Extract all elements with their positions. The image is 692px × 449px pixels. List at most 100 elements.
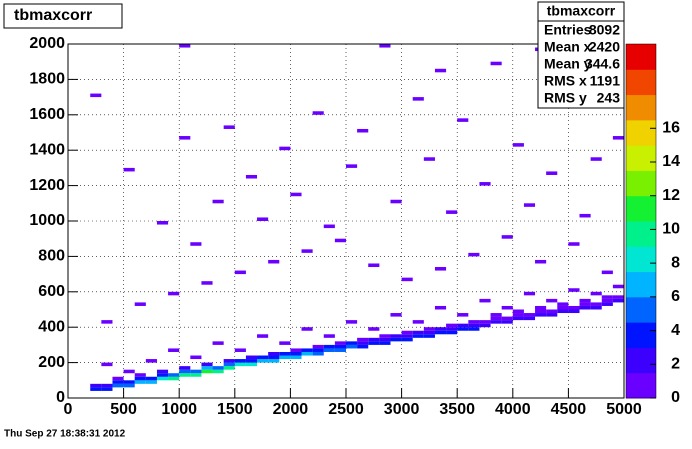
cell [223, 366, 235, 370]
cell [101, 362, 113, 367]
cell [268, 351, 280, 356]
cell [601, 298, 613, 303]
cell [212, 199, 224, 204]
cell [501, 320, 513, 324]
cell [301, 348, 313, 352]
palette-band [626, 94, 656, 121]
cell [468, 327, 480, 331]
cell [190, 369, 202, 374]
x-tick-label: 1000 [161, 401, 197, 418]
cell [401, 334, 413, 338]
cell [412, 334, 424, 338]
z-tick-label: 6 [671, 288, 680, 305]
cell [523, 203, 536, 207]
x-tick-label: 3500 [439, 401, 475, 418]
z-tick-label: 2 [671, 356, 680, 373]
x-tick-label: 3000 [384, 401, 420, 418]
stats-value: 8092 [589, 22, 620, 38]
cell [523, 316, 536, 321]
y-tick-label: 200 [38, 354, 65, 371]
cell [512, 143, 524, 147]
x-tick-label: 1500 [217, 401, 253, 418]
timestamp: Thu Sep 27 18:38:31 2012 [4, 429, 126, 440]
cell [179, 366, 191, 370]
y-tick-label: 1600 [29, 106, 65, 123]
cell [190, 373, 202, 377]
stats-label: RMS y [544, 90, 587, 106]
cell [434, 305, 447, 310]
stats-label: Entries [544, 22, 592, 38]
cell [612, 295, 624, 299]
x-tick-label: 500 [110, 401, 137, 418]
cell [334, 341, 346, 345]
cell [368, 341, 380, 345]
cell [134, 376, 146, 381]
cell [568, 288, 580, 292]
cell [423, 157, 435, 161]
title-box [3, 3, 123, 29]
cell [334, 348, 346, 352]
cell [457, 323, 469, 328]
cell [201, 362, 213, 367]
cell [423, 334, 435, 338]
cell [346, 164, 358, 168]
cell [334, 344, 346, 349]
cell [257, 359, 269, 363]
cell [156, 376, 169, 381]
cell [434, 68, 447, 73]
frame [67, 43, 625, 399]
y-tick-label: 400 [38, 318, 65, 335]
cell [101, 387, 113, 391]
cell [179, 136, 191, 140]
cell [612, 298, 624, 303]
y-tick-label: 1000 [29, 212, 65, 229]
cell [234, 359, 246, 363]
cell [168, 291, 180, 296]
cell [357, 341, 369, 345]
cell [179, 44, 191, 48]
palette-band [626, 246, 656, 273]
cell [145, 359, 157, 363]
z-tick-label: 10 [662, 221, 680, 238]
stats-value: 2420 [589, 39, 620, 55]
cell [412, 330, 424, 335]
cell [168, 373, 180, 377]
cell [579, 213, 591, 218]
cell [390, 337, 402, 342]
cell [245, 362, 258, 367]
palette-band [626, 195, 656, 222]
cell [179, 373, 191, 377]
cell [490, 316, 502, 321]
cell [535, 313, 547, 317]
cell [590, 291, 602, 296]
cell [190, 355, 202, 360]
cell [223, 125, 235, 129]
cell [446, 330, 458, 335]
y-tick-label: 600 [38, 283, 65, 300]
cell [357, 344, 369, 349]
cell [390, 334, 402, 338]
cell [112, 376, 124, 381]
cell [156, 221, 169, 225]
palette-band [626, 221, 656, 247]
cell [290, 355, 302, 360]
cell [535, 259, 547, 264]
cell [568, 242, 580, 246]
cell [134, 380, 146, 384]
cell [368, 337, 380, 342]
cell [323, 344, 335, 349]
y-tick-label: 1400 [29, 141, 65, 158]
cell [557, 305, 569, 310]
cell [468, 320, 480, 324]
cell [590, 305, 602, 310]
cell [479, 298, 491, 303]
cell [257, 334, 269, 338]
cell [123, 380, 135, 384]
cell [490, 61, 502, 66]
cell [268, 359, 280, 363]
cell [434, 327, 447, 331]
palette-band [626, 271, 656, 298]
cell [512, 313, 524, 317]
z-tick-label: 14 [662, 153, 680, 170]
